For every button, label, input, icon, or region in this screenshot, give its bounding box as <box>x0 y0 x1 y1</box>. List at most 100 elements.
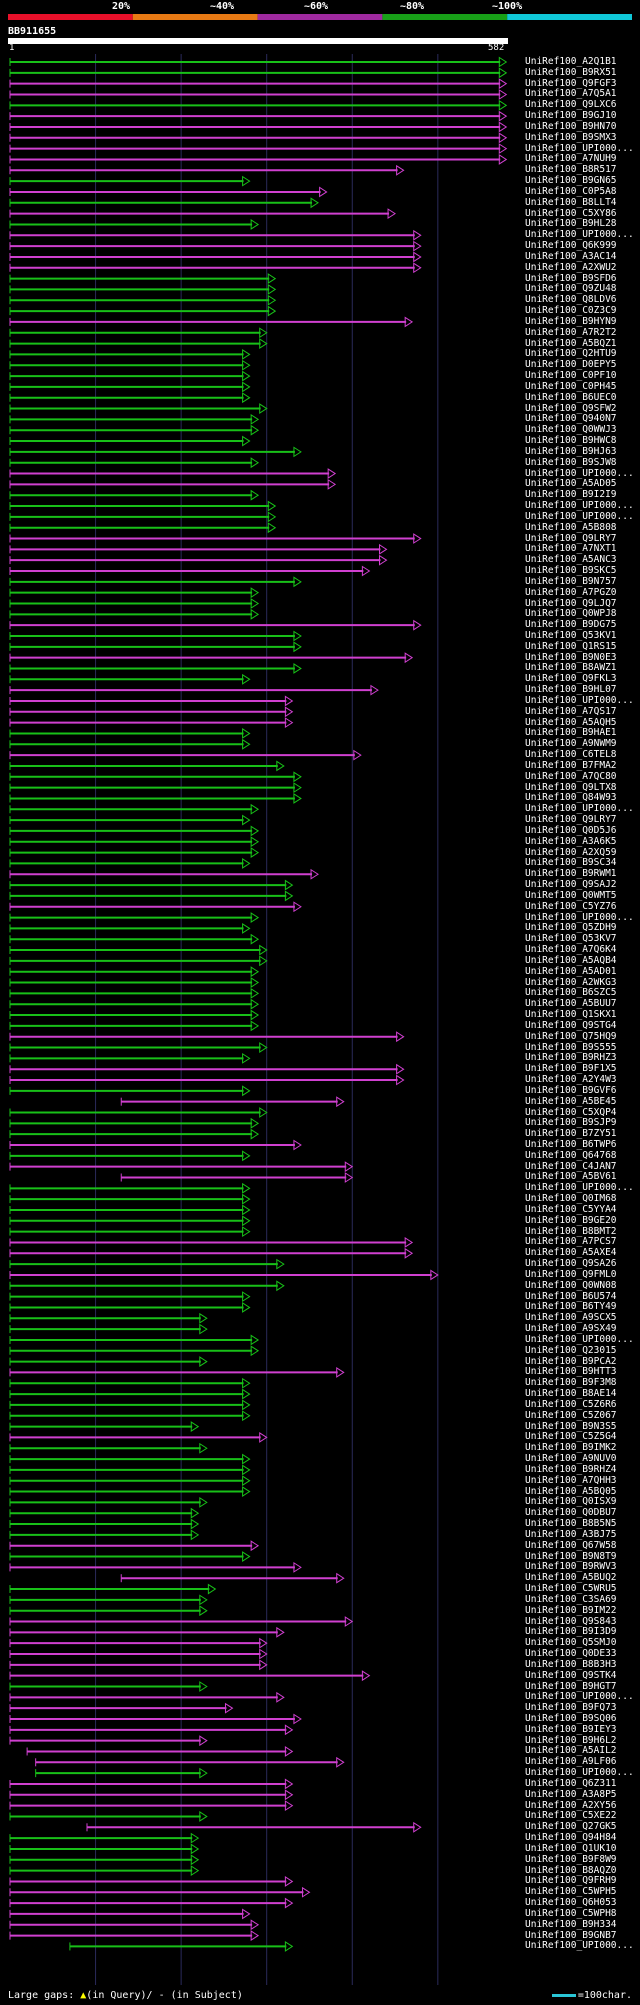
hit-label[interactable]: UniRef100_B9H6L2 <box>525 1734 617 1746</box>
hit-label[interactable]: UniRef100_B9IMK2 <box>525 1442 617 1454</box>
hit-label[interactable]: UniRef100_A7NXT1 <box>525 543 617 555</box>
hit-label[interactable]: UniRef100_A5BQZ1 <box>525 337 617 349</box>
hit-label[interactable]: UniRef100_A5BE45 <box>525 1095 617 1107</box>
hit-label[interactable]: UniRef100_A7R2T2 <box>525 326 617 338</box>
hit-label[interactable]: UniRef100_Q9LRY7 <box>525 814 617 826</box>
hit-label[interactable]: UniRef100_A7PGZ0 <box>525 586 617 598</box>
hit-label[interactable]: UniRef100_C0PF10 <box>525 370 617 382</box>
hit-label[interactable]: UniRef100_B8BMT2 <box>525 1225 617 1237</box>
hit-label[interactable]: UniRef100_B8B3H3 <box>525 1658 617 1670</box>
hit-label[interactable]: UniRef100_C5WRU5 <box>525 1583 617 1595</box>
hit-label[interactable]: UniRef100_A5B808 <box>525 521 617 533</box>
hit-label[interactable]: UniRef100_A9SX49 <box>525 1323 617 1335</box>
hit-label[interactable]: UniRef100_UPI000... <box>525 1767 634 1779</box>
hit-label[interactable]: UniRef100_UPI000... <box>525 694 634 706</box>
hit-label[interactable]: UniRef100_C3SA69 <box>525 1593 617 1605</box>
hit-label[interactable]: UniRef100_C0P5A8 <box>525 185 617 197</box>
hit-label[interactable]: UniRef100_UPI000... <box>525 1940 634 1952</box>
hit-label[interactable]: UniRef100_B9SMX3 <box>525 131 617 143</box>
hit-label[interactable]: UniRef100_Q27GK5 <box>525 1821 617 1833</box>
hit-label[interactable]: UniRef100_Q5SMJ0 <box>525 1637 617 1649</box>
hit-label[interactable]: UniRef100_A2XY56 <box>525 1799 617 1811</box>
hit-label[interactable]: UniRef100_Q94H84 <box>525 1832 617 1844</box>
hit-label[interactable]: UniRef100_B9F8W9 <box>525 1853 617 1865</box>
hit-label[interactable]: UniRef100_B6SZC5 <box>525 987 617 999</box>
hit-label[interactable]: UniRef100_A3A6K5 <box>525 835 617 847</box>
hit-label[interactable]: UniRef100_A5ANC3 <box>525 554 617 566</box>
hit-label[interactable]: UniRef100_Q0ISX9 <box>525 1496 617 1508</box>
hit-label[interactable]: UniRef100_B9S555 <box>525 1041 617 1053</box>
hit-label[interactable]: UniRef100_UPI000... <box>525 500 634 512</box>
hit-label[interactable]: UniRef100_C5WPH5 <box>525 1886 617 1898</box>
hit-label[interactable]: UniRef100_B9DG75 <box>525 619 617 631</box>
hit-label[interactable]: UniRef100_Q84W93 <box>525 792 617 804</box>
hit-label[interactable]: UniRef100_C5YZ76 <box>525 900 617 912</box>
hit-label[interactable]: UniRef100_B9HTT3 <box>525 1366 617 1378</box>
hit-label[interactable]: UniRef100_B9HAE1 <box>525 727 617 739</box>
hit-label[interactable]: UniRef100_B6U574 <box>525 1290 617 1302</box>
hit-label[interactable]: UniRef100_UPI000... <box>525 1333 634 1345</box>
hit-label[interactable]: UniRef100_C5Z6R6 <box>525 1398 617 1410</box>
hit-label[interactable]: UniRef100_A9SCX5 <box>525 1312 617 1324</box>
hit-label[interactable]: UniRef100_Q0DBU7 <box>525 1507 617 1519</box>
hit-label[interactable]: UniRef100_UPI000... <box>525 142 634 154</box>
hit-label[interactable]: UniRef100_Q5ZDH9 <box>525 922 617 934</box>
hit-label[interactable]: UniRef100_Q64768 <box>525 1149 617 1161</box>
hit-label[interactable]: UniRef100_A7QS17 <box>525 705 617 717</box>
hit-label[interactable]: UniRef100_B9SJP9 <box>525 1117 617 1129</box>
hit-label[interactable]: UniRef100_B9F3M8 <box>525 1377 617 1389</box>
hit-label[interactable]: UniRef100_B9HL07 <box>525 684 617 696</box>
hit-label[interactable]: UniRef100_Q9FGF3 <box>525 77 617 89</box>
hit-label[interactable]: UniRef100_B6TWP6 <box>525 1139 617 1150</box>
hit-label[interactable]: UniRef100_Q1SKX1 <box>525 1009 617 1021</box>
hit-label[interactable]: UniRef100_A7Q6K4 <box>525 944 617 956</box>
hit-label[interactable]: UniRef100_Q9SAJ2 <box>525 879 617 891</box>
hit-label[interactable]: UniRef100_B9FQ73 <box>525 1702 617 1714</box>
hit-label[interactable]: UniRef100_Q0WWJ3 <box>525 424 617 436</box>
hit-label[interactable]: UniRef100_Q0WPJ8 <box>525 608 617 620</box>
hit-label[interactable]: UniRef100_A7QHH3 <box>525 1474 617 1486</box>
hit-label[interactable]: UniRef100_B9HGT7 <box>525 1680 617 1692</box>
hit-label[interactable]: UniRef100_Q67W58 <box>525 1539 617 1551</box>
hit-label[interactable]: UniRef100_Q9SFW2 <box>525 402 617 414</box>
hit-label[interactable]: UniRef100_A3BJ75 <box>525 1528 617 1540</box>
hit-label[interactable]: UniRef100_B9I2I9 <box>525 489 617 501</box>
hit-label[interactable]: UniRef100_B9SC34 <box>525 857 617 869</box>
hit-label[interactable]: UniRef100_UPI000... <box>525 510 634 522</box>
hit-label[interactable]: UniRef100_B8B5N5 <box>525 1518 617 1530</box>
hit-label[interactable]: UniRef100_C5Z5G4 <box>525 1431 617 1443</box>
hit-label[interactable]: UniRef100_Q9LRY7 <box>525 532 617 544</box>
hit-label[interactable]: UniRef100_A5AXE4 <box>525 1247 617 1259</box>
hit-label[interactable]: UniRef100_B9HYN9 <box>525 315 617 327</box>
hit-label[interactable]: UniRef100_A2WKG3 <box>525 976 617 988</box>
hit-label[interactable]: UniRef100_A2Q1B1 <box>525 56 617 67</box>
hit-label[interactable]: UniRef100_C5XY86 <box>525 207 617 219</box>
hit-label[interactable]: UniRef100_B9GE20 <box>525 1214 617 1226</box>
hit-label[interactable]: UniRef100_B9RWV3 <box>525 1561 617 1573</box>
hit-label[interactable]: UniRef100_Q0IM68 <box>525 1193 617 1205</box>
hit-label[interactable]: UniRef100_B9H334 <box>525 1918 617 1930</box>
hit-label[interactable]: UniRef100_A5BUU7 <box>525 998 617 1010</box>
hit-label[interactable]: UniRef100_C5Z067 <box>525 1409 617 1421</box>
hit-label[interactable]: UniRef100_B9SKC5 <box>525 565 617 576</box>
hit-label[interactable]: UniRef100_A2XQ59 <box>525 846 617 858</box>
hit-label[interactable]: UniRef100_A7NUH9 <box>525 153 617 165</box>
hit-label[interactable]: UniRef100_B9RHZ4 <box>525 1463 617 1475</box>
hit-label[interactable]: UniRef100_C0Z3C9 <box>525 305 617 317</box>
hit-label[interactable]: UniRef100_B9HL28 <box>525 218 617 230</box>
hit-label[interactable]: UniRef100_UPI000... <box>525 1182 634 1194</box>
hit-label[interactable]: UniRef100_A5AQH5 <box>525 716 617 728</box>
hit-label[interactable]: UniRef100_A5AD01 <box>525 965 617 977</box>
hit-label[interactable]: UniRef100_A7Q5A1 <box>525 88 617 100</box>
hit-label[interactable]: UniRef100_B6UEC0 <box>525 391 617 403</box>
hit-label[interactable]: UniRef100_B9PCA2 <box>525 1355 617 1367</box>
hit-label[interactable]: UniRef100_C5XQP4 <box>525 1106 617 1118</box>
hit-label[interactable]: UniRef100_B9HN70 <box>525 120 617 132</box>
hit-label[interactable]: UniRef100_Q9FKL3 <box>525 673 617 685</box>
hit-label[interactable]: UniRef100_Q6H053 <box>525 1897 617 1909</box>
hit-label[interactable]: UniRef100_Q0WMT5 <box>525 889 617 901</box>
hit-label[interactable]: UniRef100_UPI000... <box>525 911 634 923</box>
hit-label[interactable]: UniRef100_Q9LJQ7 <box>525 597 617 609</box>
hit-label[interactable]: UniRef100_Q9FRH9 <box>525 1875 617 1887</box>
hit-label[interactable]: UniRef100_A3A8P5 <box>525 1788 617 1800</box>
